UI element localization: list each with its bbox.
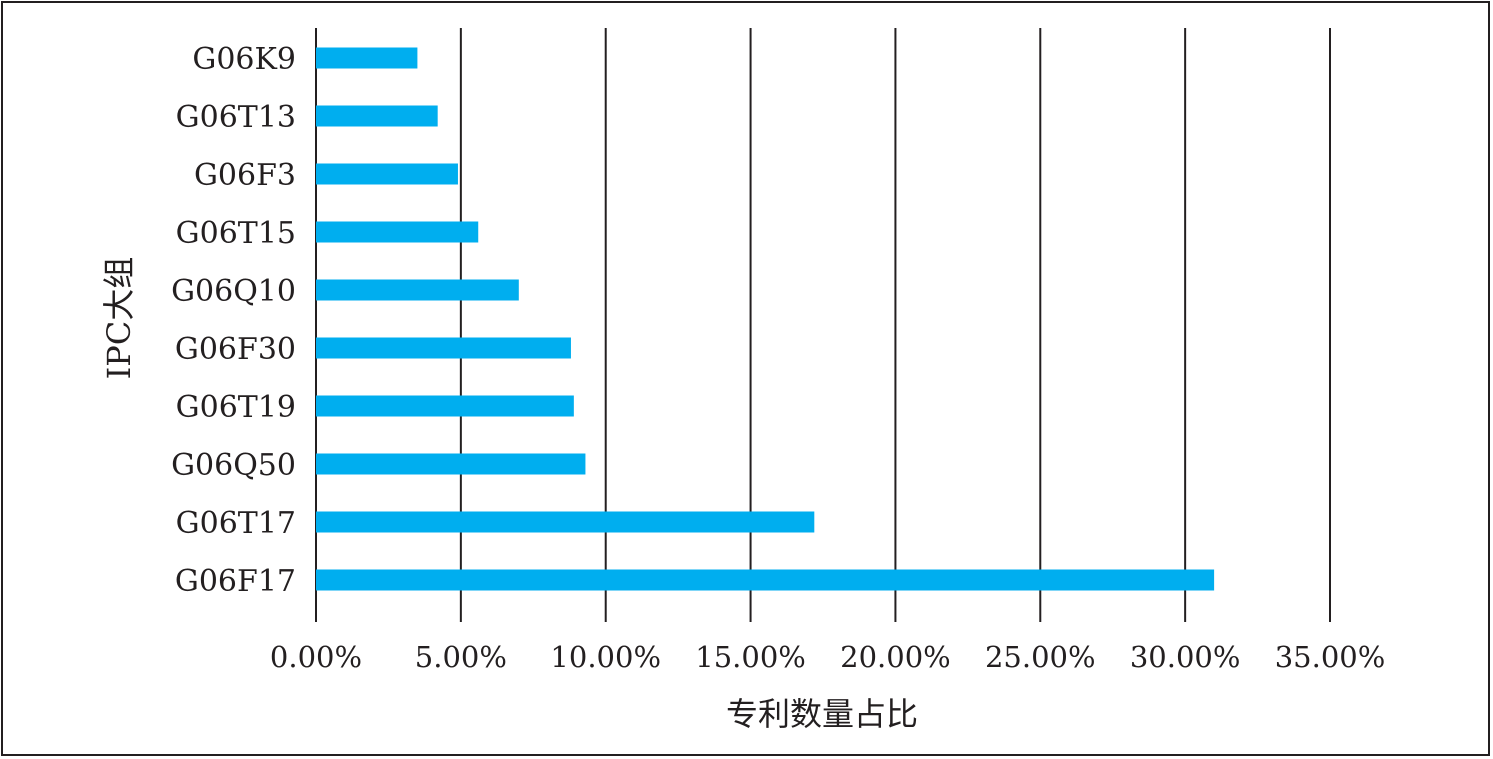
bar-g06t19 [316,395,574,417]
x-tick-labels: 0.00% 5.00% 10.00% 15.00% 20.00% 25.00% 30.00%… [270,640,1385,674]
bar-g06t15 [316,221,479,243]
category-label: G06Q50 [171,448,296,483]
x-axis-title: 专利数量占比 [726,695,918,733]
bar-g06f30 [316,337,571,359]
x-tick-label: 30.00% [1130,640,1241,674]
category-labels: G06K9 G06T13 G06F3 G06T15 G06Q10 G06F30 G06T19… [171,42,296,599]
x-tick-label: 15.00% [695,640,806,674]
bar-g06t17 [316,511,815,533]
category-label: G06T13 [176,100,296,135]
bar-g06q10 [316,279,519,301]
category-label: G06F17 [175,564,296,599]
x-tick-label: 20.00% [840,640,951,674]
x-tick-label: 25.00% [985,640,1096,674]
bar-g06f17 [316,569,1215,591]
bar-g06k9 [316,47,418,69]
x-tick-label: 35.00% [1275,640,1386,674]
category-label: G06F30 [175,332,296,367]
x-tick-label: 5.00% [415,640,507,674]
bar-g06t13 [316,105,438,127]
x-tick-label: 10.00% [550,640,661,674]
gridlines [315,28,1331,622]
category-label: G06K9 [192,42,296,77]
category-label: G06T15 [176,216,296,251]
bar-g06q50 [316,453,586,475]
x-tick-label: 0.00% [270,640,362,674]
category-label: G06T17 [176,506,296,541]
category-label: G06Q10 [171,274,296,309]
y-axis-title: IPC大组 [100,257,138,380]
category-label: G06F3 [194,158,296,193]
bars [316,47,1215,591]
bar-g06f3 [316,163,458,185]
category-label: G06T19 [176,390,296,425]
